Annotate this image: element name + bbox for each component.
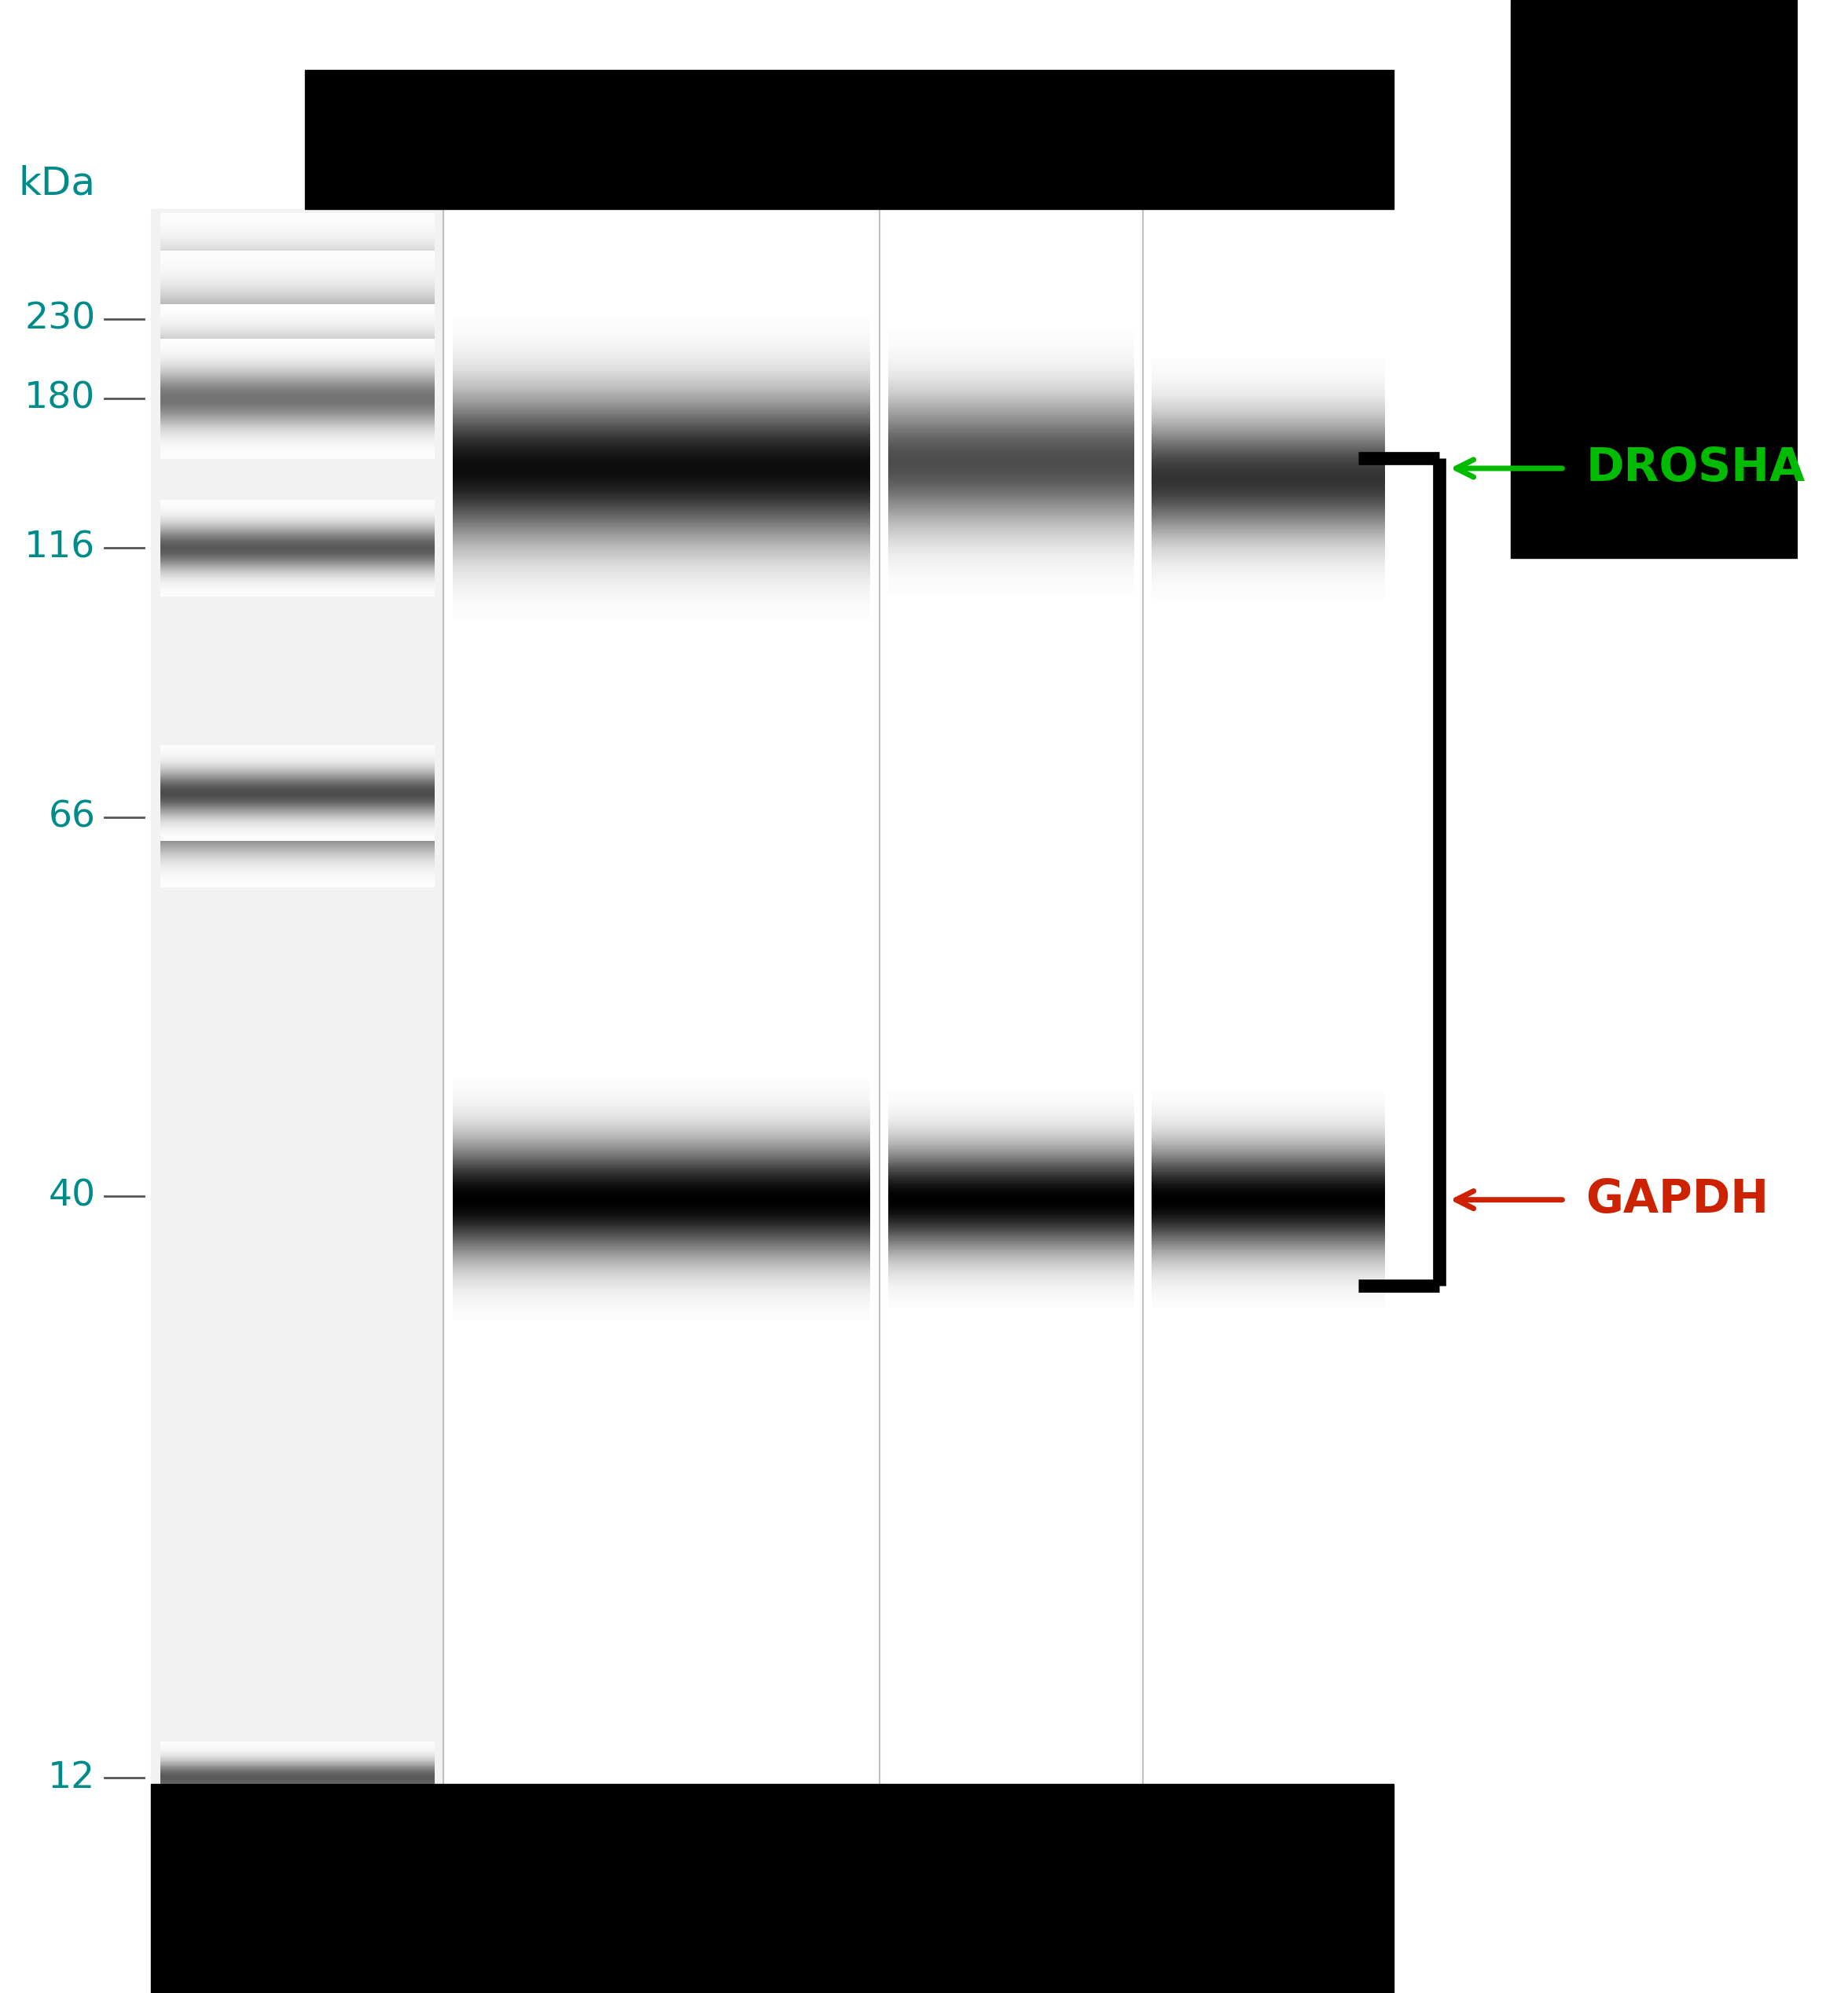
Text: 116: 116 xyxy=(24,530,96,566)
Text: 180: 180 xyxy=(24,381,96,417)
Bar xyxy=(305,70,1393,209)
Bar xyxy=(152,209,444,1834)
Bar xyxy=(1510,0,1798,558)
Text: 40: 40 xyxy=(48,1178,96,1214)
Text: 230: 230 xyxy=(24,301,96,337)
Bar xyxy=(1798,295,1842,363)
Text: kDa: kDa xyxy=(18,165,96,201)
Text: 12: 12 xyxy=(48,1760,96,1796)
Bar xyxy=(152,1784,1393,1993)
Text: DROSHA: DROSHA xyxy=(1586,446,1805,490)
Bar xyxy=(152,209,1393,1834)
Text: GAPDH: GAPDH xyxy=(1586,1178,1769,1222)
Text: 66: 66 xyxy=(48,799,96,835)
